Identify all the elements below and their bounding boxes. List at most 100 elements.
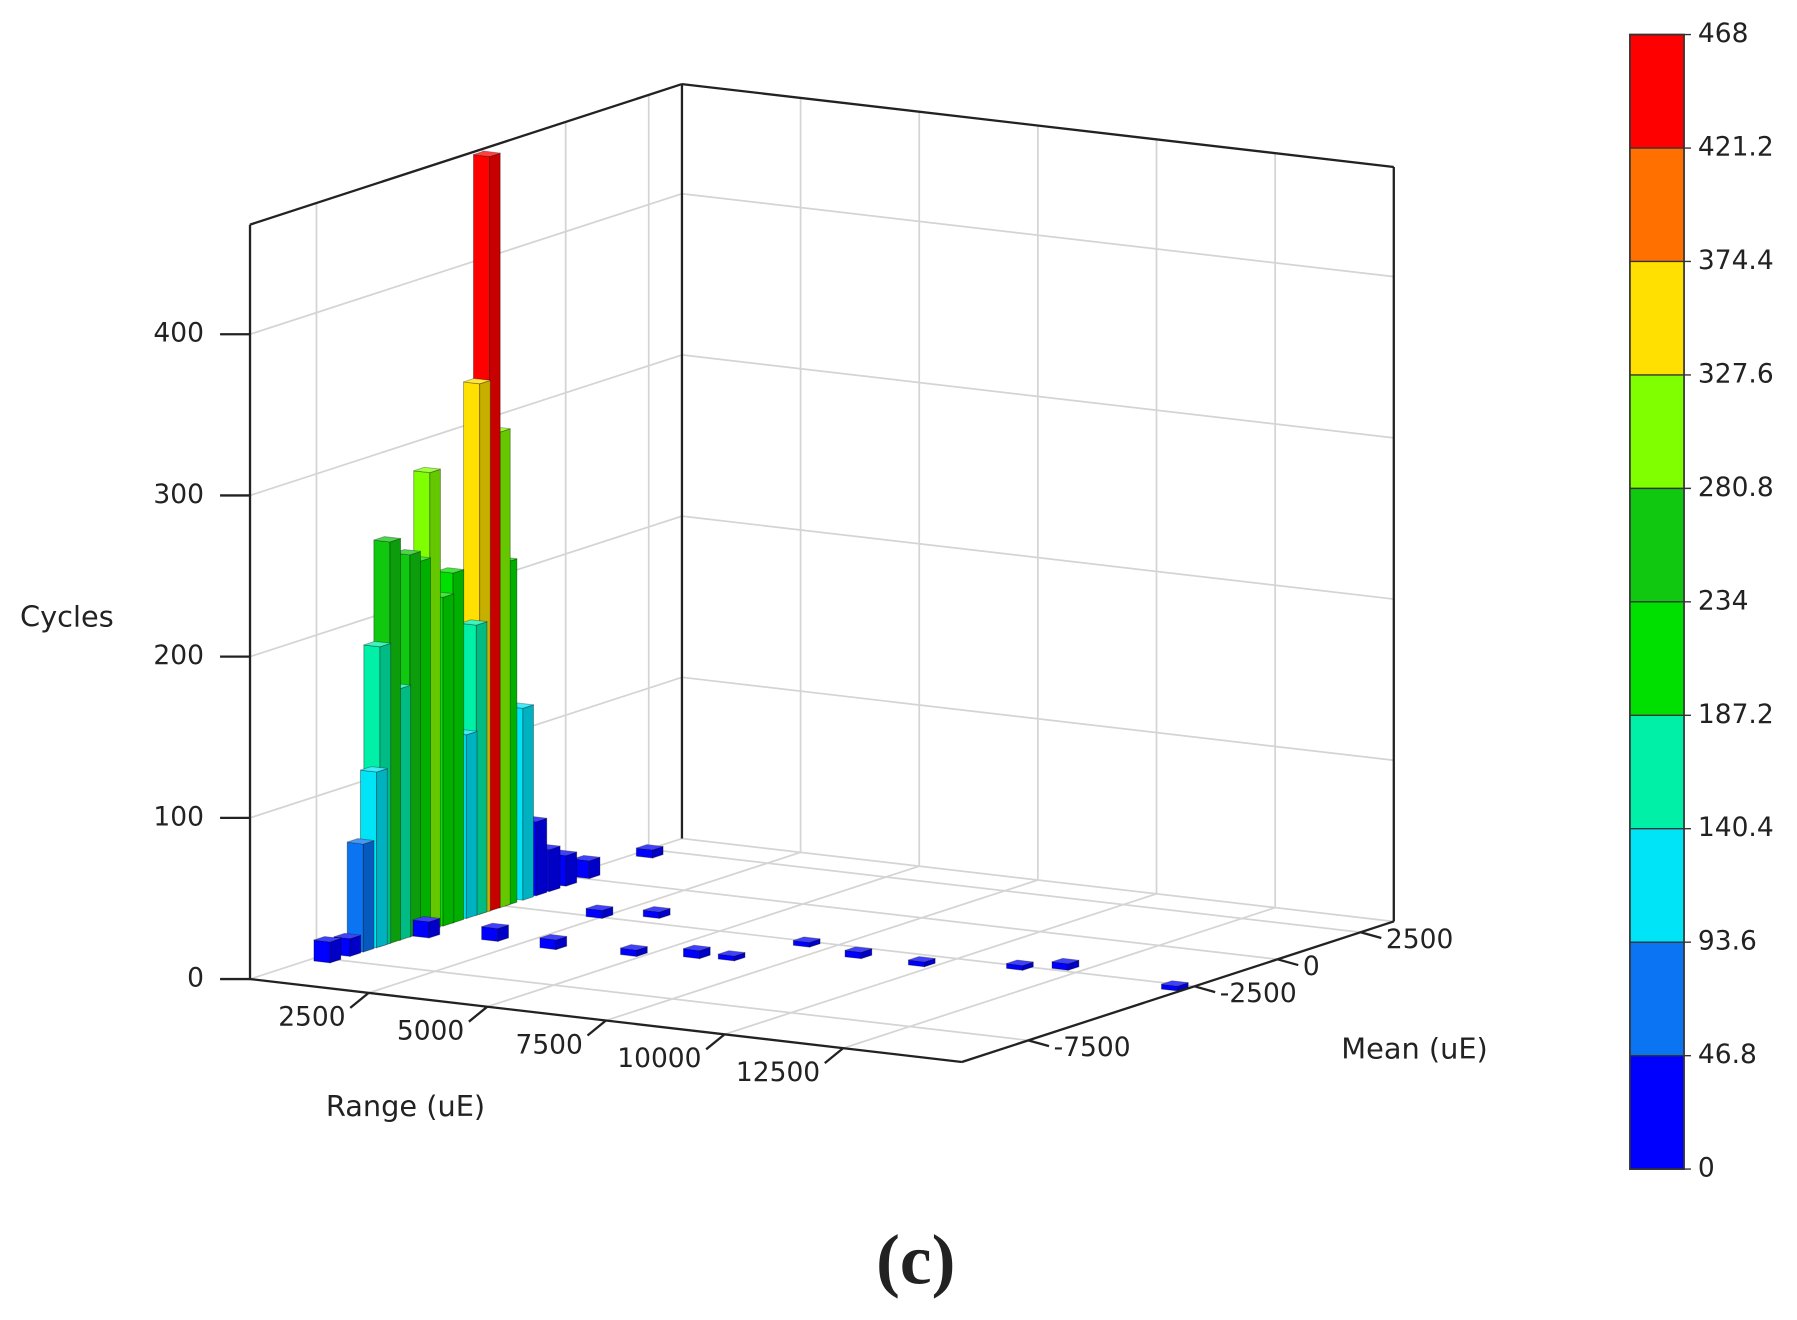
bar-top-shade [360,766,388,772]
bar-top-shade [845,946,872,953]
bar-top [620,944,648,951]
z-tick-label: 400 [153,318,204,349]
grid-line [368,851,801,994]
x-tick-label: 7500 [515,1029,582,1060]
x-tick-label: 5000 [397,1016,464,1047]
bar-side-shade [497,925,509,942]
grid-line [605,879,1039,1022]
colorbar-tick-label: 187.2 [1698,699,1774,730]
bar-side-shade [699,947,711,959]
bar-top-shade [718,950,745,957]
colorbar-segment [1629,148,1685,262]
bar-top-shade [473,151,501,157]
colorbar-tick-label: 327.6 [1698,358,1774,389]
colorbar-segment [1629,942,1685,1056]
bar-top [436,567,464,574]
y-tick [1027,1039,1050,1048]
bar-top [793,936,821,943]
bar-top [473,150,501,158]
y-tick [1360,931,1382,940]
bar [642,906,671,919]
bar-side-shade [556,936,567,950]
bar-side-shade [536,818,547,896]
colorbar-tick-label: 46.8 [1698,1039,1757,1070]
grid-line [681,837,1394,923]
bar-top-shade [636,844,664,850]
bar-top [1006,959,1034,966]
y-tick [1277,958,1299,967]
bar-top-shade [908,956,936,962]
bar-side-shade [399,685,411,941]
bar-side-shade [499,428,511,908]
bar-top-shade [643,906,671,913]
bar [539,934,568,951]
bar [844,946,873,960]
grid-line [565,875,1278,961]
bar-top [1161,980,1189,987]
bar-side-shade [809,938,821,948]
z-tick-label: 200 [153,640,204,671]
bar-top [636,844,664,851]
bar-side-shade [389,538,401,944]
colorbar-tick-label: 280.8 [1698,472,1774,503]
grid-line [681,192,1394,278]
bar-side-shade [453,569,464,923]
colorbar-segment [1629,715,1685,829]
bar-top-shade [620,944,648,951]
bar-top [683,944,711,952]
bar [333,932,362,958]
colorbar-segment [1629,261,1685,375]
bar-side-shade [589,857,600,879]
bar-side-shade [522,704,534,901]
bar-top-shade [463,378,491,384]
y-tick-label: -7500 [1054,1032,1131,1063]
bar-front [313,939,331,964]
bar-top [539,934,567,941]
bar-side-shade [476,621,487,916]
bar-side-shade [419,557,431,934]
bar-side-shade [602,906,613,919]
y-axis-label: Mean (uE) [1341,1031,1487,1065]
bar-side-shade [330,938,341,963]
bar-top [572,854,601,862]
bar-top [360,766,388,773]
bar [1006,959,1034,971]
bar-side-shade [363,840,374,952]
bar-top [373,536,401,543]
bar-top [908,956,936,963]
bar-side-shade [734,952,745,961]
bar-top-shade [363,641,391,647]
grid-line [681,515,1394,600]
bar-top-shade [413,916,440,922]
bar-top-shade [683,945,711,951]
z-tick-label: 100 [153,801,204,832]
colorbar-tick-label: 140.4 [1698,812,1774,843]
colorbar-tick-label: 374.4 [1698,245,1774,276]
z-axis-label: Cycles [20,600,114,634]
bar-side-shade [636,946,648,957]
bar-side-shade [489,153,501,911]
bar-top-shade [313,936,341,942]
bar-side-shade [466,731,478,919]
bar [585,904,614,919]
box-edge [681,82,1394,169]
bar [682,944,711,960]
bar-top-shade [333,933,361,939]
colorbar-tick-label: 421.2 [1698,132,1774,163]
bar [635,844,664,859]
y-axis-line [961,920,1395,1064]
y-tick-label: -2500 [1220,978,1297,1009]
grid-line [681,354,1394,439]
bar-top-shade [1161,980,1189,987]
grid-line [648,848,1361,934]
colorbar-segment [1629,1055,1685,1170]
x-tick [586,1019,607,1037]
bar-side-shade [1177,982,1189,991]
bar-top [844,946,872,953]
x-tick [468,1005,489,1023]
bar-top [333,932,361,940]
bar-top [313,936,341,943]
bar-top [585,904,613,911]
bar-top-shade [539,934,567,940]
